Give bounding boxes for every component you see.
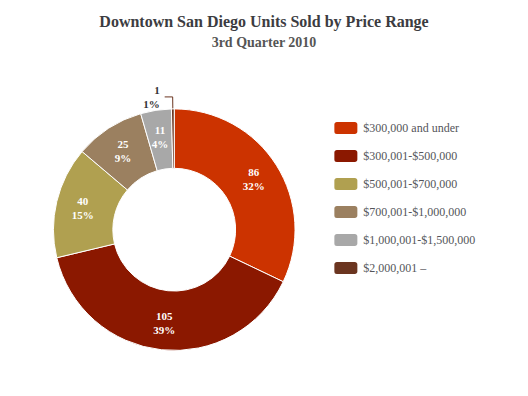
svg-text:32%: 32%	[243, 180, 265, 192]
svg-text:11: 11	[155, 124, 165, 136]
svg-text:$1,000,001-$1,500,000: $1,000,001-$1,500,000	[363, 233, 475, 247]
svg-text:$700,001-$1,000,000: $700,001-$1,000,000	[363, 205, 466, 219]
svg-text:25: 25	[118, 138, 130, 150]
svg-text:$500,001-$700,000: $500,001-$700,000	[363, 177, 457, 191]
svg-text:4%: 4%	[152, 138, 169, 150]
svg-text:$300,000 and under: $300,000 and under	[363, 121, 459, 135]
svg-text:40: 40	[77, 195, 89, 207]
svg-text:39%: 39%	[153, 324, 175, 336]
svg-text:105: 105	[156, 310, 173, 322]
svg-text:3rd Quarter 2010: 3rd Quarter 2010	[212, 35, 317, 50]
svg-text:1%: 1%	[143, 98, 160, 110]
svg-text:Downtown San Diego Units Sold: Downtown San Diego Units Sold by Price R…	[99, 13, 428, 31]
svg-text:$2,000,001 –: $2,000,001 –	[363, 261, 427, 275]
svg-text:1: 1	[154, 84, 160, 96]
svg-text:86: 86	[248, 166, 260, 178]
svg-text:9%: 9%	[115, 152, 132, 164]
svg-text:15%: 15%	[72, 209, 94, 221]
svg-text:$300,001-$500,000: $300,001-$500,000	[363, 149, 457, 163]
